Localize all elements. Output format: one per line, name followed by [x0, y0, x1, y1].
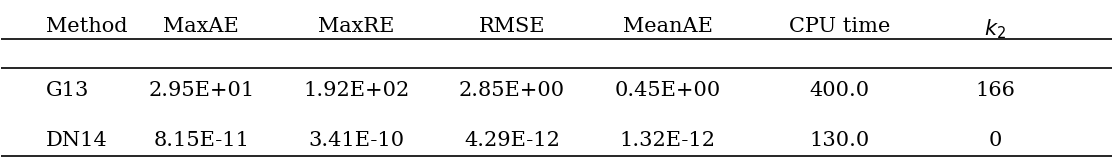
Text: 0.45E+00: 0.45E+00 — [614, 80, 720, 99]
Text: 166: 166 — [975, 80, 1015, 99]
Text: 1.92E+02: 1.92E+02 — [304, 80, 410, 99]
Text: 130.0: 130.0 — [809, 131, 869, 150]
Text: 8.15E-11: 8.15E-11 — [154, 131, 249, 150]
Text: 4.29E-12: 4.29E-12 — [464, 131, 560, 150]
Text: 1.32E-12: 1.32E-12 — [620, 131, 716, 150]
Text: Method: Method — [46, 17, 127, 36]
Text: $k_2$: $k_2$ — [984, 17, 1006, 41]
Text: 2.95E+01: 2.95E+01 — [148, 80, 255, 99]
Text: 3.41E-10: 3.41E-10 — [308, 131, 405, 150]
Text: 2.85E+00: 2.85E+00 — [459, 80, 565, 99]
Text: MaxRE: MaxRE — [318, 17, 395, 36]
Text: MeanAE: MeanAE — [622, 17, 712, 36]
Text: 400.0: 400.0 — [809, 80, 869, 99]
Text: RMSE: RMSE — [479, 17, 545, 36]
Text: G13: G13 — [46, 80, 89, 99]
Text: CPU time: CPU time — [789, 17, 890, 36]
Text: MaxAE: MaxAE — [164, 17, 239, 36]
Text: 0: 0 — [988, 131, 1002, 150]
Text: DN14: DN14 — [46, 131, 108, 150]
